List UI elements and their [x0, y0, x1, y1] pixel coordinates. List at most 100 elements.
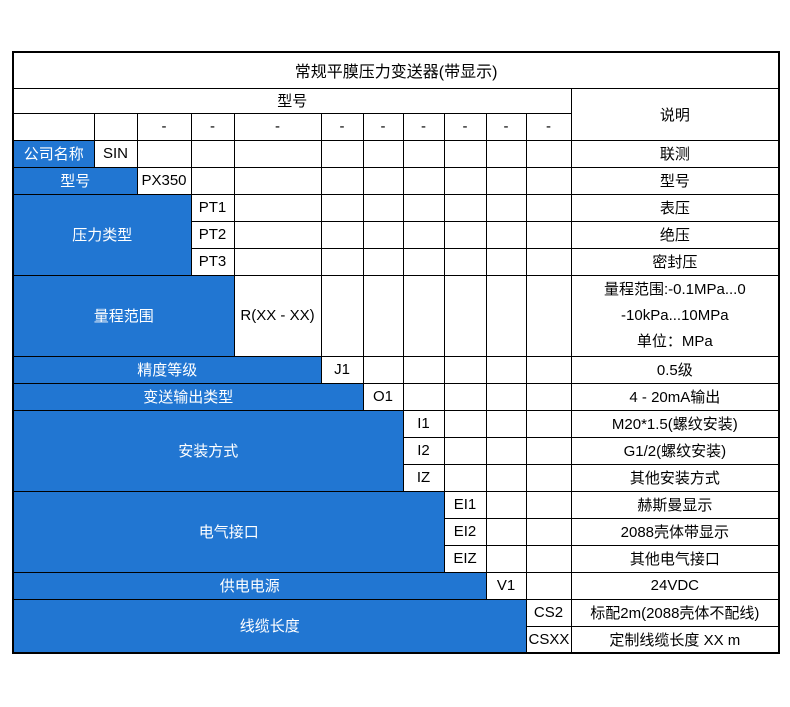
option-desc-range: 量程范围:-0.1MPa...0 -10kPa...10MPa 单位：MPa — [570, 274, 780, 357]
range-desc-line: -10kPa...10MPa — [621, 306, 729, 324]
empty-cell — [402, 166, 445, 195]
empty-cell — [402, 382, 445, 411]
empty-cell — [485, 166, 527, 195]
empty-cell — [402, 274, 445, 357]
empty-cell — [525, 571, 572, 600]
option-code: I1 — [402, 409, 445, 438]
category-label-model: 型号 — [12, 166, 138, 195]
option-code: PT3 — [190, 247, 235, 276]
empty-cell — [402, 220, 445, 249]
empty-cell — [93, 112, 138, 141]
dash-cell: - — [320, 112, 364, 141]
dash-cell: - — [402, 112, 445, 141]
empty-cell — [485, 517, 527, 546]
desc-header: 说明 — [570, 87, 780, 141]
option-code: PT2 — [190, 220, 235, 249]
empty-cell — [402, 247, 445, 276]
empty-cell — [485, 193, 527, 222]
empty-cell — [525, 490, 572, 519]
option-desc: 0.5级 — [570, 355, 780, 384]
option-desc: M20*1.5(螺纹安装) — [570, 409, 780, 438]
option-desc: 定制线缆长度 XX m — [570, 625, 780, 654]
empty-cell — [525, 517, 572, 546]
empty-cell — [402, 139, 445, 168]
empty-cell — [485, 139, 527, 168]
empty-cell — [443, 193, 487, 222]
option-code: PX350 — [136, 166, 192, 195]
option-desc: 2088壳体带显示 — [570, 517, 780, 546]
option-code: EI2 — [443, 517, 487, 546]
empty-cell — [320, 193, 364, 222]
option-code: V1 — [485, 571, 527, 600]
dash-cell: - — [443, 112, 487, 141]
empty-cell — [525, 409, 572, 438]
category-label-company: 公司名称 — [12, 139, 95, 168]
option-desc: 标配2m(2088壳体不配线) — [570, 598, 780, 627]
option-code: I2 — [402, 436, 445, 465]
option-code: EI1 — [443, 490, 487, 519]
option-desc: 其他安装方式 — [570, 463, 780, 492]
empty-cell — [485, 220, 527, 249]
empty-cell — [320, 139, 364, 168]
empty-cell — [485, 463, 527, 492]
category-label-accuracy: 精度等级 — [12, 355, 322, 384]
empty-cell — [320, 166, 364, 195]
empty-cell — [525, 274, 572, 357]
empty-cell — [233, 220, 322, 249]
option-code: IZ — [402, 463, 445, 492]
empty-cell — [485, 490, 527, 519]
empty-cell — [362, 220, 404, 249]
option-code: R(XX - XX) — [233, 274, 322, 357]
empty-cell — [525, 193, 572, 222]
option-code: CSXX — [525, 625, 572, 654]
model-header: 型号 — [12, 87, 572, 114]
option-code: PT1 — [190, 193, 235, 222]
empty-cell — [525, 544, 572, 573]
empty-cell — [402, 355, 445, 384]
empty-cell — [362, 274, 404, 357]
empty-cell — [443, 166, 487, 195]
dash-cell: - — [525, 112, 572, 141]
empty-cell — [525, 355, 572, 384]
category-label-installation: 安装方式 — [12, 409, 404, 492]
empty-cell — [443, 247, 487, 276]
empty-cell — [443, 139, 487, 168]
empty-cell — [525, 139, 572, 168]
category-label-range: 量程范围 — [12, 274, 235, 357]
category-label-power-supply: 供电电源 — [12, 571, 487, 600]
empty-cell — [12, 112, 95, 141]
option-desc: 联测 — [570, 139, 780, 168]
range-desc-line: 单位：MPa — [636, 332, 713, 350]
dash-cell: - — [485, 112, 527, 141]
option-desc: 赫斯曼显示 — [570, 490, 780, 519]
empty-cell — [525, 166, 572, 195]
option-code: J1 — [320, 355, 364, 384]
dash-cell: - — [190, 112, 235, 141]
empty-cell — [485, 436, 527, 465]
option-code: CS2 — [525, 598, 572, 627]
option-desc: 其他电气接口 — [570, 544, 780, 573]
option-desc: G1/2(螺纹安装) — [570, 436, 780, 465]
model-selection-table: 常规平膜压力变送器(带显示) 型号 说明 - - - - - - - - - 公… — [12, 51, 781, 654]
table-title: 常规平膜压力变送器(带显示) — [12, 51, 780, 89]
empty-cell — [443, 436, 487, 465]
empty-cell — [190, 166, 235, 195]
option-desc: 型号 — [570, 166, 780, 195]
empty-cell — [362, 355, 404, 384]
empty-cell — [362, 139, 404, 168]
option-code: EIZ — [443, 544, 487, 573]
option-desc: 4 - 20mA输出 — [570, 382, 780, 411]
empty-cell — [443, 382, 487, 411]
category-label-electrical-interface: 电气接口 — [12, 490, 445, 573]
empty-cell — [320, 274, 364, 357]
category-label-output-type: 变送输出类型 — [12, 382, 364, 411]
empty-cell — [320, 247, 364, 276]
empty-cell — [443, 274, 487, 357]
empty-cell — [525, 382, 572, 411]
empty-cell — [485, 409, 527, 438]
empty-cell — [485, 274, 527, 357]
empty-cell — [233, 247, 322, 276]
dash-cell: - — [136, 112, 192, 141]
empty-cell — [362, 247, 404, 276]
empty-cell — [233, 139, 322, 168]
